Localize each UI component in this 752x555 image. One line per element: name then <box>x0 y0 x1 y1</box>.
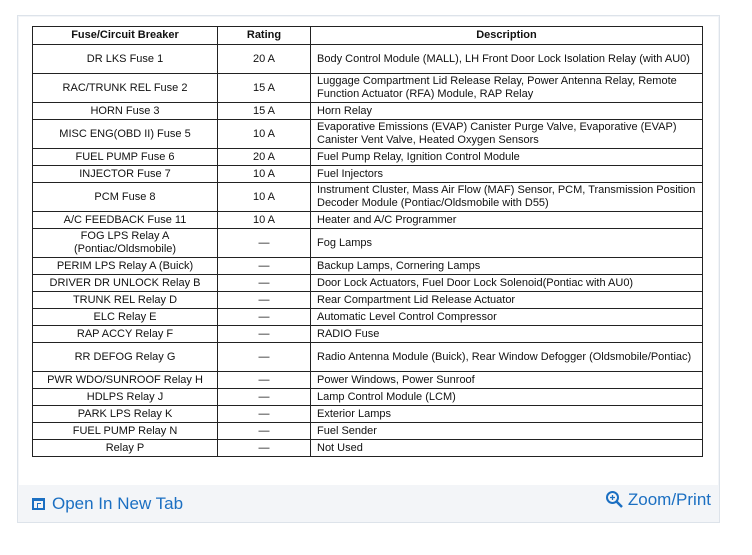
cell-rating: 20 A <box>217 44 311 74</box>
cell-fuse: PARK LPS Relay K <box>32 405 218 423</box>
cell-rating: — <box>217 439 311 457</box>
table-row: TRUNK REL Relay D — Rear Compartment Lid R… <box>32 291 703 309</box>
cell-rating: 10 A <box>217 182 311 212</box>
cell-fuse: HORN Fuse 3 <box>32 102 218 120</box>
table-row: PWR WDO/SUNROOF Relay H — Power Windows, P… <box>32 371 703 389</box>
cell-fuse: TRUNK REL Relay D <box>32 291 218 309</box>
cell-description: RADIO Fuse <box>310 325 703 343</box>
cell-fuse: DR LKS Fuse 1 <box>32 44 218 74</box>
cell-description: Automatic Level Control Compressor <box>310 308 703 326</box>
table-row: PERIM LPS Relay A (Buick) — Backup Lamps, … <box>32 257 703 275</box>
cell-description: Instrument Cluster, Mass Air Flow (MAF) … <box>310 182 703 212</box>
cell-rating: — <box>217 371 311 389</box>
header-description: Description <box>310 26 703 45</box>
cell-description: Exterior Lamps <box>310 405 703 423</box>
table-row: DR LKS Fuse 1 20 A Body Control Module (MA… <box>32 44 703 74</box>
cell-fuse: INJECTOR Fuse 7 <box>32 165 218 183</box>
footer-bar: Open In New Tab Zoom/Print <box>18 486 719 522</box>
table-row: RAP ACCY Relay F — RADIO Fuse <box>32 325 703 343</box>
fuse-table-image: Fuse/Circuit Breaker Rating Description … <box>19 17 718 485</box>
open-label: Open In New Tab <box>52 494 184 513</box>
cell-fuse: PERIM LPS Relay A (Buick) <box>32 257 218 275</box>
cell-description: Horn Relay <box>310 102 703 120</box>
table-row: HORN Fuse 3 15 A Horn Relay <box>32 102 703 120</box>
cell-rating: — <box>217 388 311 406</box>
table-row: DRIVER DR UNLOCK Relay B — Door Lock Actua… <box>32 274 703 292</box>
cell-rating: 20 A <box>217 148 311 166</box>
cell-fuse: Relay P <box>32 439 218 457</box>
table-row: RAC/TRUNK REL Fuse 2 15 A Luggage Compartm… <box>32 73 703 103</box>
cell-fuse: FUEL PUMP Relay N <box>32 422 218 440</box>
cell-fuse: PCM Fuse 8 <box>32 182 218 212</box>
cell-description: Fuel Sender <box>310 422 703 440</box>
cell-description: Fog Lamps <box>310 228 703 258</box>
cell-fuse: FUEL PUMP Fuse 6 <box>32 148 218 166</box>
cell-description: Not Used <box>310 439 703 457</box>
cell-description: Heater and A/C Programmer <box>310 211 703 229</box>
cell-description: Fuel Pump Relay, Ignition Control Module <box>310 148 703 166</box>
cell-rating: — <box>217 228 311 258</box>
cell-description: Door Lock Actuators, Fuel Door Lock Sole… <box>310 274 703 292</box>
header-fuse: Fuse/Circuit Breaker <box>32 26 218 45</box>
cell-fuse: DRIVER DR UNLOCK Relay B <box>32 274 218 292</box>
table-row: FUEL PUMP Relay N — Fuel Sender <box>32 422 703 440</box>
open-in-new-tab-link[interactable]: Open In New Tab <box>32 494 183 514</box>
cell-rating: 10 A <box>217 211 311 229</box>
cell-rating: — <box>217 257 311 275</box>
cell-rating: — <box>217 342 311 372</box>
cell-rating: — <box>217 291 311 309</box>
table-row: RR DEFOG Relay G — Radio Antenna Module (B… <box>32 342 703 372</box>
table-row: PARK LPS Relay K — Exterior Lamps <box>32 405 703 423</box>
cell-description: Lamp Control Module (LCM) <box>310 388 703 406</box>
cell-description: Evaporative Emissions (EVAP) Canister Pu… <box>310 119 703 149</box>
table-row: INJECTOR Fuse 7 10 A Fuel Injectors <box>32 165 703 183</box>
cell-rating: — <box>217 308 311 326</box>
cell-fuse: FOG LPS Relay A (Pontiac/Oldsmobile) <box>32 228 218 258</box>
cell-description: Radio Antenna Module (Buick), Rear Windo… <box>310 342 703 372</box>
table-row: ELC Relay E — Automatic Level Control Comp… <box>32 308 703 326</box>
cell-rating: — <box>217 422 311 440</box>
table-row: MISC ENG(OBD II) Fuse 5 10 A Evaporative E… <box>32 119 703 149</box>
cell-rating: 10 A <box>217 119 311 149</box>
cell-rating: 15 A <box>217 102 311 120</box>
cell-fuse: MISC ENG(OBD II) Fuse 5 <box>32 119 218 149</box>
table-row: FOG LPS Relay A (Pontiac/Oldsmobile) — Fog… <box>32 228 703 258</box>
cell-fuse: RAP ACCY Relay F <box>32 325 218 343</box>
cell-rating: — <box>217 274 311 292</box>
table-row: Relay P — Not Used <box>32 439 703 457</box>
cell-description: Power Windows, Power Sunroof <box>310 371 703 389</box>
zoom-print-link[interactable]: Zoom/Print <box>605 490 711 510</box>
cell-description: Backup Lamps, Cornering Lamps <box>310 257 703 275</box>
cell-description: Luggage Compartment Lid Release Relay, P… <box>310 73 703 103</box>
cell-fuse: HDLPS Relay J <box>32 388 218 406</box>
open-in-new-tab-icon <box>32 498 45 510</box>
table-row: PCM Fuse 8 10 A Instrument Cluster, Mass A… <box>32 182 703 212</box>
table-header: Fuse/Circuit Breaker Rating Description <box>32 26 703 45</box>
cell-fuse: ELC Relay E <box>32 308 218 326</box>
cell-rating: — <box>217 325 311 343</box>
cell-fuse: RR DEFOG Relay G <box>32 342 218 372</box>
cell-description: Body Control Module (MALL), LH Front Doo… <box>310 44 703 74</box>
image-viewer: Fuse/Circuit Breaker Rating Description … <box>17 15 720 523</box>
cell-rating: 15 A <box>217 73 311 103</box>
cell-rating: — <box>217 405 311 423</box>
cell-fuse: PWR WDO/SUNROOF Relay H <box>32 371 218 389</box>
fuse-table: Fuse/Circuit Breaker Rating Description … <box>32 26 703 457</box>
header-rating: Rating <box>217 26 311 45</box>
cell-fuse: RAC/TRUNK REL Fuse 2 <box>32 73 218 103</box>
cell-description: Fuel Injectors <box>310 165 703 183</box>
cell-rating: 10 A <box>217 165 311 183</box>
table-row: FUEL PUMP Fuse 6 20 A Fuel Pump Relay, Ign… <box>32 148 703 166</box>
cell-fuse: A/C FEEDBACK Fuse 11 <box>32 211 218 229</box>
table-row: A/C FEEDBACK Fuse 11 10 A Heater and A/C P… <box>32 211 703 229</box>
table-row: HDLPS Relay J — Lamp Control Module (LCM) <box>32 388 703 406</box>
zoom-label: Zoom/Print <box>627 490 711 509</box>
zoom-in-icon <box>605 491 623 508</box>
cell-description: Rear Compartment Lid Release Actuator <box>310 291 703 309</box>
